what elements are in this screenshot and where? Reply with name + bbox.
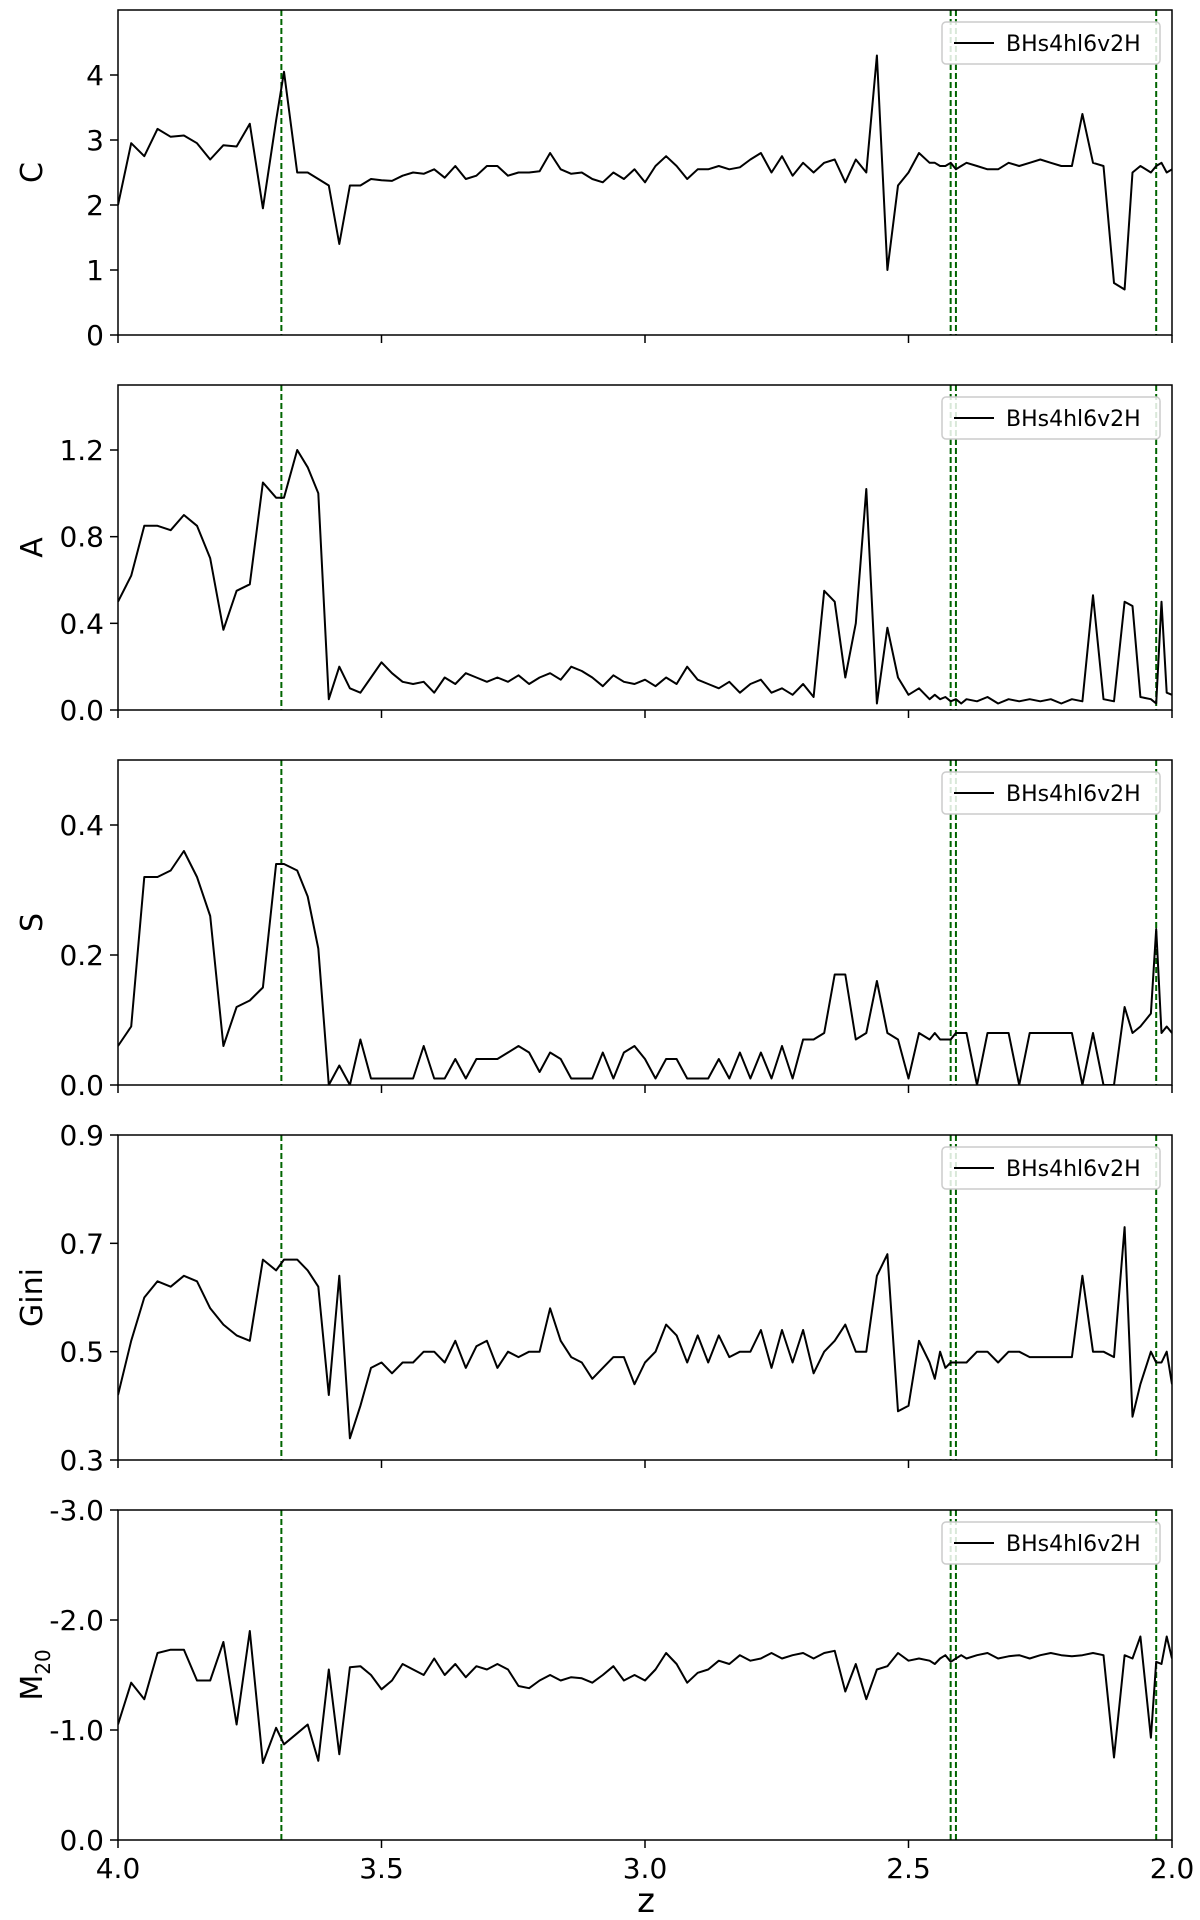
legend-box [941,21,1161,65]
y-tick-label: 4 [86,59,104,92]
legend-box [941,771,1161,815]
series-line-m20 [118,1630,1172,1764]
y-axis-label: C [15,162,50,183]
y-tick-label: 3 [86,124,104,157]
panel-a: 0.0 0.4 0.8 1.2 A BHs4hl6v2H [15,384,1173,727]
series-line-a [118,449,1172,705]
series-line-gini [118,1226,1172,1440]
legend-label: BHs4hl6v2H [1006,1532,1141,1557]
y-tick-label: 1.2 [59,434,104,467]
y-tick-label: 0.0 [59,1824,104,1857]
y-axis-label: Gini [15,1268,50,1327]
legend-label: BHs4hl6v2H [1006,782,1141,807]
legend: BHs4hl6v2H [941,21,1161,65]
y-tick-label: 0.4 [59,809,104,842]
legend: BHs4hl6v2H [941,396,1161,440]
legend-label: BHs4hl6v2H [1006,32,1141,57]
y-tick-label: 2 [86,189,104,222]
y-tick-label: 0.3 [59,1444,104,1477]
y-axis-label: M20 [15,1649,55,1700]
series-line-c [118,54,1172,291]
y-axis-label-subscript: 20 [31,1649,55,1674]
panel-m20: 0.0 -1.0 -2.0 -3.0 4.0 3.5 3.0 2.5 2.0 M20 BHs4hl6… [15,1494,1194,1885]
legend-box [941,1146,1161,1190]
y-tick-label: 0 [86,319,104,352]
panel-s: 0.0 0.2 0.4 S BHs4hl6v2H [15,759,1173,1102]
x-tick-label: 4.0 [96,1852,141,1885]
legend-box [941,396,1161,440]
x-tick-label: 2.0 [1150,1852,1195,1885]
legend-label: BHs4hl6v2H [1006,407,1141,432]
panel-c: 0 1 2 3 4 C BHs4hl6v2H [15,9,1173,352]
x-axis-label: z [637,1881,655,1920]
y-tick-label: 0.0 [59,694,104,727]
legend: BHs4hl6v2H [941,1521,1161,1565]
y-tick-label: 1 [86,254,104,287]
legend: BHs4hl6v2H [941,1146,1161,1190]
panels: 01234CBHs4hl6v2H0.00.40.81.2ABHs4hl6v2H0… [15,9,1194,1885]
series-line-s [118,850,1172,1085]
y-tick-label: 0.9 [59,1119,104,1152]
y-tick-label: 0.2 [59,939,104,972]
x-tick-label: 3.0 [623,1852,668,1885]
y-tick-label: 0.7 [59,1227,104,1260]
y-tick-label: 0.0 [59,1069,104,1102]
x-tick-label: 3.5 [359,1852,404,1885]
y-tick-label: 0.4 [59,607,104,640]
legend-label: BHs4hl6v2H [1006,1157,1141,1182]
y-tick-label: -3.0 [49,1494,104,1527]
x-tick-label: 2.5 [886,1852,931,1885]
y-axis-label: A [15,537,50,558]
legend-box [941,1521,1161,1565]
panel-gini: 0.3 0.5 0.7 0.9 Gini BHs4hl6v2H [15,1119,1173,1477]
y-tick-label: 0.8 [59,521,104,554]
y-tick-label: -1.0 [49,1714,104,1747]
y-tick-label: -2.0 [49,1604,104,1637]
y-tick-label: 0.5 [59,1336,104,1369]
y-axis-label: S [15,913,50,932]
legend: BHs4hl6v2H [941,771,1161,815]
